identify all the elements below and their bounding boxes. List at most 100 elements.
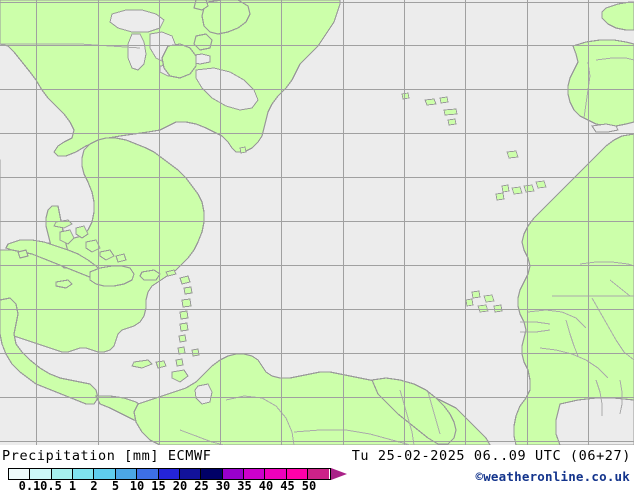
colorbar-swatch-0: [9, 469, 31, 479]
island-cape-verde-3: [477, 304, 489, 313]
colorbar-swatch-12: [265, 469, 287, 479]
island-madeira: [506, 150, 519, 159]
border-colombia-venezuela: [225, 395, 295, 445]
eastern-atlantic-group: [513, 1, 634, 445]
bahamas-group: [53, 219, 127, 263]
border-morocco-algeria: [579, 261, 634, 267]
island-canary-4: [535, 180, 547, 189]
island-cape-verde-1: [471, 290, 481, 299]
colorbar-tick-35: 35: [237, 479, 252, 493]
border-suriname-guyane: [427, 391, 441, 435]
border-algeria-mali: [609, 279, 631, 297]
colorbar-swatch-10: [222, 469, 244, 479]
colorbar-swatch-13: [286, 469, 309, 479]
island-andros: [59, 229, 75, 245]
border-us-canada: [0, 43, 141, 49]
island-trinidad: [171, 369, 189, 383]
lesser-antilles-group: [131, 269, 200, 383]
island-antigua: [183, 286, 193, 295]
island-azores-e: [443, 108, 458, 116]
colorbar-tick-25: 25: [194, 479, 209, 493]
island-st-lucia: [178, 334, 187, 343]
island-puerto-rico: [139, 269, 161, 281]
land-northwest-africa: [513, 133, 634, 445]
colorbar-swatch-5: [115, 469, 138, 479]
land-south-america: [133, 353, 491, 445]
border-senegal-mauritania: [527, 309, 587, 329]
island-canary-1: [501, 184, 510, 193]
border-guyana-suriname: [399, 389, 415, 445]
island-cape-verde-5: [465, 298, 474, 307]
colorbar-swatch-2: [51, 469, 74, 479]
colorbar-tick-30: 30: [215, 479, 231, 493]
gulf-of-guinea: [555, 397, 634, 445]
valid-time-label: Tu 25-02-2025 06..09 UTC (06+27): [351, 448, 631, 464]
colorbar-swatch-14: [308, 469, 330, 479]
colorbar-tick-15: 15: [151, 479, 166, 493]
land-newfoundland: [201, 0, 251, 35]
island-eleuthera: [75, 225, 89, 239]
land-north-america: [0, 0, 341, 157]
lake-maracaibo: [194, 383, 213, 405]
colorbar-overflow-arrow: [330, 468, 347, 480]
island-anguilla: [179, 275, 191, 285]
colorbar-tick-2: 2: [90, 479, 98, 493]
island-bonaire: [155, 360, 167, 369]
island-azores-w: [401, 92, 410, 100]
colorbar-swatch-1: [30, 469, 52, 479]
island-virgin: [165, 269, 177, 277]
colorbar-swatch-7: [158, 469, 180, 479]
copyright-label: ©weatheronline.co.uk: [475, 469, 630, 484]
island-cape-verde-4: [493, 304, 503, 313]
island-martinique: [179, 322, 189, 332]
island-jamaica: [55, 279, 73, 289]
island-bermuda: [239, 146, 247, 154]
footer-panel: Precipitation [mm] ECMWF Tu 25-02-2025 0…: [0, 445, 634, 493]
colorbar-swatch-9: [201, 469, 223, 479]
colorbar-tick-5: 5: [111, 479, 120, 493]
colorbar-tick-0.5: 0.5: [40, 479, 62, 493]
map-canvas[interactable]: [0, 0, 634, 445]
border-spain-north: [595, 57, 634, 61]
island-bahama-se: [99, 249, 115, 261]
island-turks: [115, 253, 127, 263]
maritimes-group: [161, 33, 213, 79]
border-gambia-2: [520, 329, 551, 333]
island-canary-3: [523, 184, 535, 193]
island-cape-verde-2: [483, 294, 495, 303]
island-azores-se: [447, 118, 457, 126]
newfoundland-group: [193, 0, 251, 35]
border-venezuela-brazil: [293, 429, 411, 445]
island-grenada: [175, 358, 184, 367]
landmass-group: [0, 0, 341, 353]
map-panel[interactable]: [0, 0, 634, 445]
colorbar-tick-1: 1: [68, 479, 77, 493]
colorbar-tick-40: 40: [258, 479, 274, 493]
land-guianas: [371, 377, 457, 445]
colorbar-strip[interactable]: [8, 468, 331, 480]
colorbar-tick-20: 20: [172, 479, 188, 493]
island-isla-juventud: [17, 249, 29, 259]
precipitation-colorbar[interactable]: 0.1 0.5 1 2 5 10 15 20 25 30 35 40 45 50: [8, 468, 347, 493]
land-us-east-coast: [0, 137, 205, 353]
island-barbados: [191, 348, 200, 357]
island-guadeloupe: [181, 298, 192, 308]
colorbar-swatch-8: [179, 469, 202, 479]
colorbar-tick-10: 10: [129, 479, 145, 493]
land-nova-scotia: [161, 43, 197, 79]
border-colombia-ecuador: [179, 429, 225, 445]
colorbar-swatch-4: [94, 469, 116, 479]
border-guinea-coast: [539, 347, 609, 379]
island-aruba-curacao: [131, 359, 153, 369]
island-dominica: [179, 310, 189, 320]
island-canary-5: [495, 192, 505, 201]
strait-of-gibraltar: [591, 123, 619, 133]
colorbar-tick-45: 45: [280, 479, 295, 493]
colorbar-tick-50: 50: [301, 479, 317, 493]
land-iberia: [567, 39, 634, 127]
colorbar-swatch-11: [243, 469, 266, 479]
border-gambia: [520, 321, 551, 325]
colorbar-swatch-3: [73, 469, 95, 479]
lake-michigan: [127, 33, 147, 71]
